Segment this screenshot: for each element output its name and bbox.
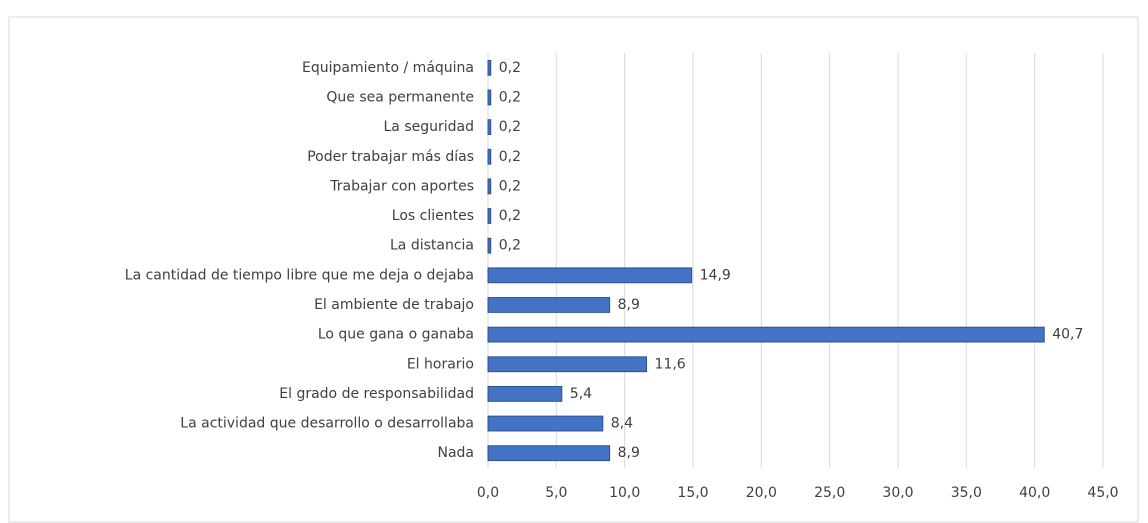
value-label: 0,2 [499,178,521,194]
bar [487,415,604,432]
y-tick-label: La cantidad de tiempo libre que me deja … [125,267,474,283]
y-tick-label: El ambiente de trabajo [314,297,474,313]
y-tick-label: Nada [437,445,474,461]
chart-border [8,16,1139,523]
bar [487,445,611,462]
bar [487,326,1045,343]
value-label: 40,7 [1052,327,1083,343]
bar [487,89,492,106]
bar [487,356,648,373]
bar [487,267,693,284]
value-label: 8,9 [618,297,640,313]
y-tick-label: Los clientes [392,208,474,224]
value-label: 11,6 [655,356,686,372]
bar [487,385,563,402]
x-tick-label: 10,0 [609,485,640,501]
y-tick-label: La distancia [390,238,474,254]
y-tick-label: El horario [407,356,474,372]
bar [487,178,492,195]
x-tick-label: 5,0 [545,485,567,501]
y-tick-label: Poder trabajar más días [307,149,474,165]
value-label: 0,2 [499,149,521,165]
y-tick-label: El grado de responsabilidad [279,386,474,402]
value-label: 0,2 [499,119,521,135]
bar [487,237,492,254]
bar [487,297,611,313]
y-tick-label: Que sea permanente [326,89,474,105]
x-tick-label: 40,0 [1019,485,1050,501]
x-tick-label: 0,0 [477,485,499,501]
y-tick-label: La actividad que desarrollo o desarrolla… [180,416,474,432]
bar [487,119,492,136]
value-label: 8,9 [618,445,640,461]
x-tick-label: 25,0 [814,485,845,501]
x-tick-label: 15,0 [677,485,708,501]
y-tick-label: Lo que gana o ganaba [318,327,474,343]
value-label: 0,2 [499,89,521,105]
value-label: 5,4 [570,386,592,402]
value-label: 14,9 [700,267,731,283]
bar [487,208,492,224]
bar [487,59,492,76]
y-tick-label: Trabajar con aportes [329,178,474,194]
x-tick-label: 35,0 [951,485,982,501]
value-label: 0,2 [499,208,521,224]
x-tick-label: 20,0 [746,485,777,501]
bar [487,148,492,165]
x-tick-label: 45,0 [1087,485,1118,501]
y-tick-label: La seguridad [384,119,475,135]
value-label: 8,4 [611,416,633,432]
value-label: 0,2 [499,60,521,76]
x-tick-label: 30,0 [882,485,913,501]
value-label: 0,2 [499,238,521,254]
y-tick-label: Equipamiento / máquina [302,60,474,76]
